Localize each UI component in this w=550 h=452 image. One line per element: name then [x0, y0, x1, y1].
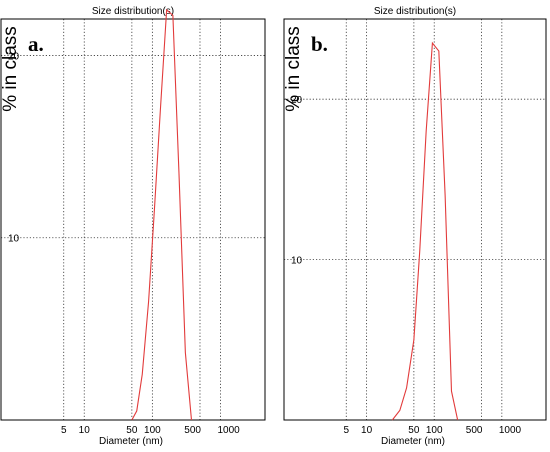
x-tick-label: 50: [126, 425, 138, 436]
x-tick-label: 1000: [217, 425, 240, 436]
chart-panel-1: Size distribution(s) a. % in class 10 20 5 10 5…: [0, 6, 266, 447]
x-tick-label: 10: [79, 425, 91, 436]
x-tick-label: 5: [343, 425, 349, 436]
y-tick-label: 10: [8, 234, 20, 245]
y-tick-label: 20: [8, 51, 20, 62]
x-tick-label: 100: [144, 425, 161, 436]
x-tick-label: 500: [466, 425, 483, 436]
chart-panel-2: Size distribution(s) b. % in class 10 20 5 10 5…: [283, 6, 547, 447]
x-tick-label: 5: [61, 425, 67, 436]
x-tick-label: 500: [184, 425, 201, 436]
x-tick-label: 10: [361, 425, 373, 436]
x-tick-label: 1000: [499, 425, 522, 436]
y-axis-title: % in class: [283, 26, 304, 112]
data-series-line: [131, 8, 193, 421]
plot-frame: [283, 18, 547, 421]
plot-frame: [0, 18, 266, 421]
x-axis-title: Diameter (nm): [381, 436, 445, 447]
chart-title: Size distribution(s): [374, 6, 456, 17]
x-tick-label: 50: [408, 425, 420, 436]
y-axis-title: % in class: [0, 26, 21, 112]
x-tick-label: 100: [426, 425, 443, 436]
panel-label: b.: [311, 32, 328, 56]
panel-label: a.: [28, 32, 44, 56]
y-tick-label: 10: [291, 256, 303, 267]
data-series-line: [391, 41, 459, 421]
y-tick-label: 20: [291, 95, 303, 106]
x-axis-title: Diameter (nm): [99, 436, 163, 447]
chart-title: Size distribution(s): [92, 6, 174, 17]
